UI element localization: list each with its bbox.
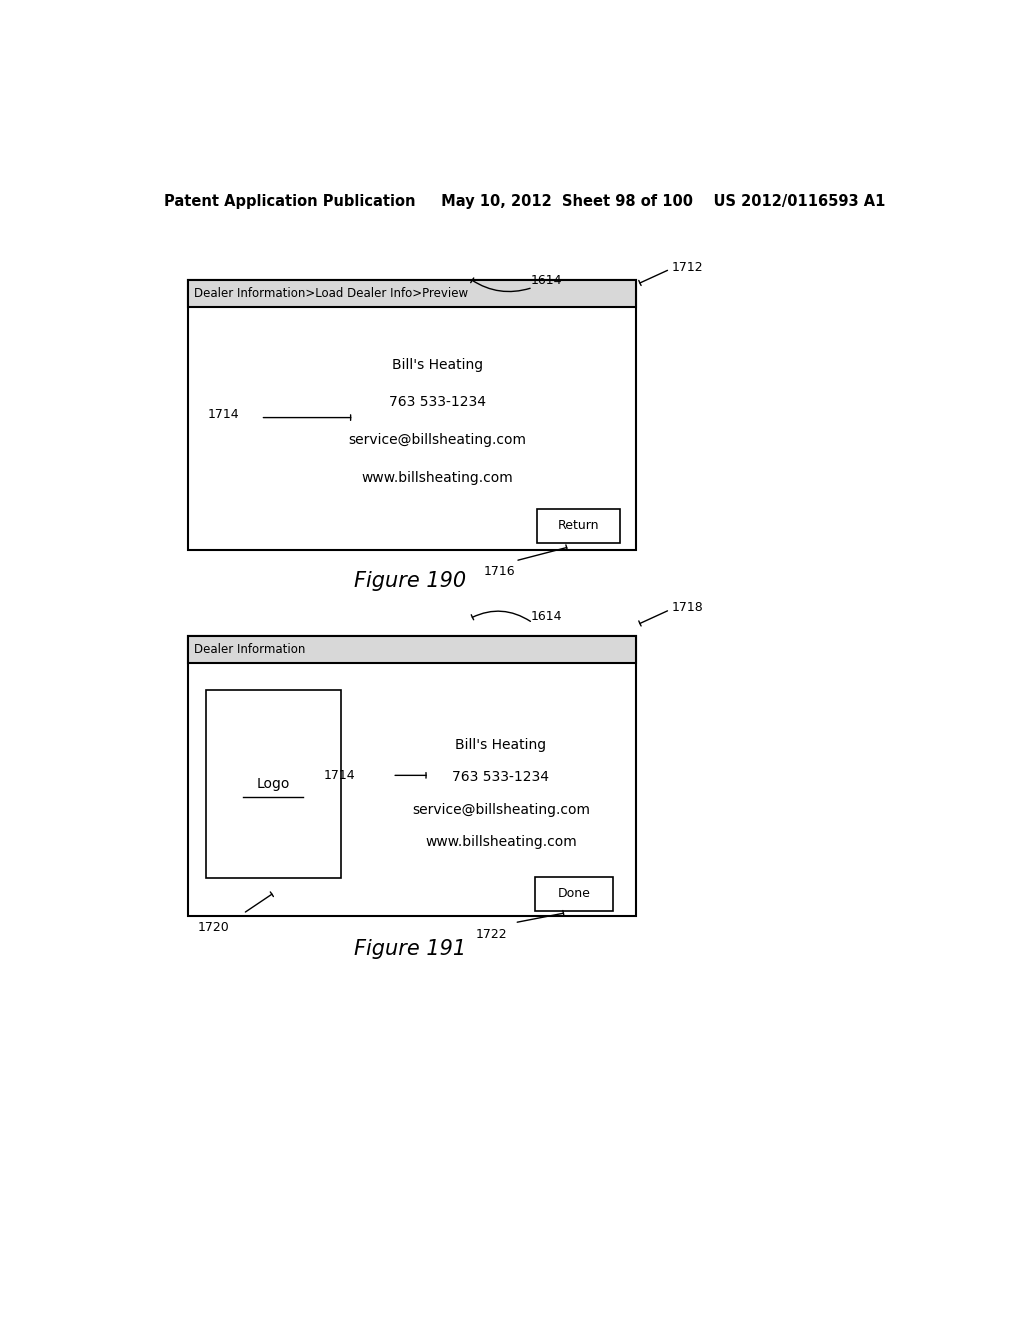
- Text: 1614: 1614: [531, 275, 562, 288]
- FancyBboxPatch shape: [206, 690, 341, 878]
- Text: 763 533-1234: 763 533-1234: [453, 771, 550, 784]
- Text: Done: Done: [557, 887, 591, 900]
- Text: 1714: 1714: [324, 768, 355, 781]
- Text: Bill's Heating: Bill's Heating: [392, 358, 483, 372]
- Text: Bill's Heating: Bill's Heating: [456, 738, 547, 752]
- FancyBboxPatch shape: [187, 280, 636, 306]
- Text: www.billsheating.com: www.billsheating.com: [361, 470, 513, 484]
- Text: service@billsheating.com: service@billsheating.com: [412, 803, 590, 817]
- Text: 1716: 1716: [483, 565, 515, 578]
- FancyBboxPatch shape: [536, 876, 613, 911]
- Text: Patent Application Publication     May 10, 2012  Sheet 98 of 100    US 2012/0116: Patent Application Publication May 10, 2…: [164, 194, 886, 209]
- Text: 1720: 1720: [198, 921, 229, 933]
- Text: 1614: 1614: [531, 610, 562, 623]
- FancyBboxPatch shape: [187, 636, 636, 663]
- Text: 1722: 1722: [475, 928, 507, 941]
- Text: 1712: 1712: [672, 260, 703, 273]
- FancyBboxPatch shape: [187, 280, 636, 549]
- Text: 1714: 1714: [207, 408, 239, 421]
- FancyBboxPatch shape: [187, 636, 636, 916]
- Text: service@billsheating.com: service@billsheating.com: [348, 433, 526, 447]
- Text: Figure 191: Figure 191: [353, 939, 466, 960]
- Text: Logo: Logo: [257, 777, 290, 791]
- Text: Dealer Information>Load Dealer Info>Preview: Dealer Information>Load Dealer Info>Prev…: [194, 286, 468, 300]
- Text: www.billsheating.com: www.billsheating.com: [425, 836, 577, 850]
- Text: 1718: 1718: [672, 601, 703, 614]
- FancyBboxPatch shape: [537, 510, 620, 543]
- Text: Return: Return: [558, 519, 599, 532]
- Text: Dealer Information: Dealer Information: [194, 643, 305, 656]
- Text: Figure 190: Figure 190: [353, 572, 466, 591]
- Text: 763 533-1234: 763 533-1234: [389, 395, 486, 409]
